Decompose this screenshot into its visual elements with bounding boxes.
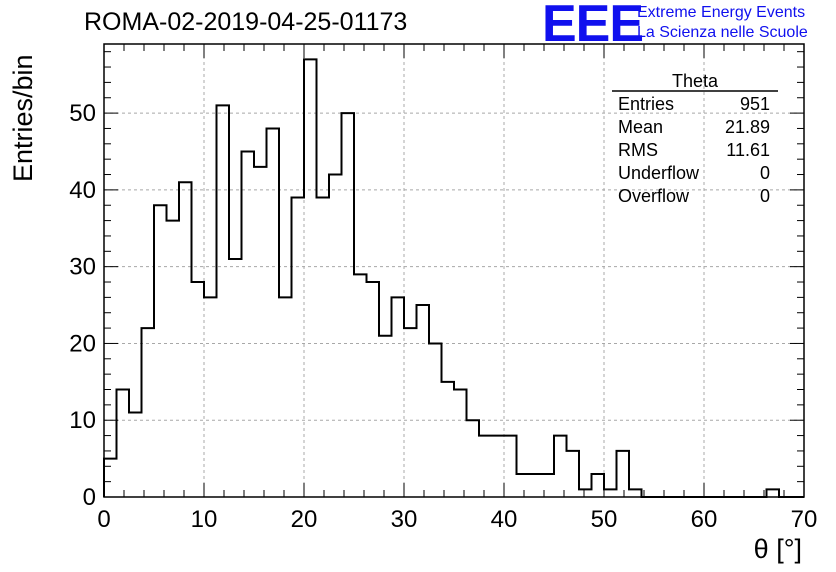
x-tick-label: 60: [691, 506, 718, 533]
x-tick-label: 0: [97, 506, 110, 533]
histogram-bin: [517, 474, 530, 497]
histogram-bin: [154, 205, 167, 497]
stats-label: Mean: [618, 117, 663, 137]
histogram-bin: [479, 436, 492, 497]
x-tick-label: 10: [191, 506, 218, 533]
histogram-bin: [429, 343, 442, 497]
y-tick-label: 50: [69, 100, 96, 127]
histogram-bin: [492, 436, 505, 497]
histogram-bin: [117, 390, 130, 497]
histogram-bin: [529, 474, 542, 497]
histogram-bin: [579, 489, 592, 497]
histogram-bin: [604, 489, 617, 497]
stats-label: Entries: [618, 94, 674, 114]
histogram-bin: [342, 113, 355, 497]
histogram-bin: [229, 259, 242, 497]
histogram-bin: [104, 459, 117, 497]
x-axis-label: θ [°]: [753, 534, 802, 564]
y-tick-label: 10: [69, 407, 96, 434]
histogram-bin: [417, 305, 430, 497]
stats-value: 0: [760, 163, 770, 183]
logo-line-1: Extreme Energy Events: [637, 4, 806, 21]
x-tick-label: 20: [291, 506, 318, 533]
stats-label: Overflow: [618, 186, 690, 206]
histogram-bin: [617, 451, 630, 497]
y-tick-label: 30: [69, 254, 96, 281]
histogram-bin: [554, 436, 567, 497]
histogram-bin: [504, 436, 517, 497]
histogram-bin: [467, 420, 480, 497]
histogram-bin: [379, 336, 392, 497]
histogram-bin: [142, 328, 155, 497]
histogram-bin: [392, 297, 405, 497]
stats-label: RMS: [618, 140, 658, 160]
histogram-bin: [629, 489, 642, 497]
histogram-bin: [304, 59, 317, 497]
stats-title: Theta: [672, 71, 719, 91]
histogram-bin: [567, 451, 580, 497]
x-tick-label: 70: [791, 506, 818, 533]
y-tick-label: 20: [69, 330, 96, 357]
histogram-bin: [592, 474, 605, 497]
y-tick-label: 0: [83, 484, 96, 511]
eee-logo: EEE: [542, 0, 644, 53]
histogram-bin: [767, 489, 780, 497]
histogram-bin: [167, 221, 180, 497]
x-tick-label: 40: [491, 506, 518, 533]
stats-label: Underflow: [618, 163, 700, 183]
x-tick-label: 50: [591, 506, 618, 533]
stats-value: 951: [740, 94, 770, 114]
stats-value: 11.61: [726, 140, 770, 160]
stats-value: 0: [760, 186, 770, 206]
histogram-bin: [254, 167, 267, 497]
stats-value: 21.89: [725, 117, 770, 137]
histogram-bin: [454, 390, 467, 497]
histogram-bin: [404, 328, 417, 497]
histogram-bin: [367, 282, 380, 497]
y-tick-label: 40: [69, 177, 96, 204]
histogram-bin: [292, 198, 305, 497]
histogram-bin: [204, 297, 217, 497]
histogram-bin: [179, 182, 192, 497]
histogram-bin: [354, 274, 367, 497]
histogram-outline: [103, 58, 804, 498]
histogram-bin: [217, 105, 230, 497]
histogram-bin: [442, 382, 455, 497]
chart-title: ROMA-02-2019-04-25-01173: [84, 8, 408, 36]
logo-line-2: La Scienza nelle Scuole: [637, 24, 808, 41]
histogram-bin: [317, 198, 330, 497]
histogram-bin: [129, 413, 142, 497]
plot-frame: [103, 43, 805, 498]
histogram-bin: [267, 128, 280, 497]
histogram-bin: [192, 282, 205, 497]
histogram-bin: [242, 151, 255, 497]
x-tick-label: 30: [391, 506, 418, 533]
histogram-bin: [279, 297, 292, 497]
histogram-bin: [542, 474, 555, 497]
histogram-bin: [329, 175, 342, 497]
